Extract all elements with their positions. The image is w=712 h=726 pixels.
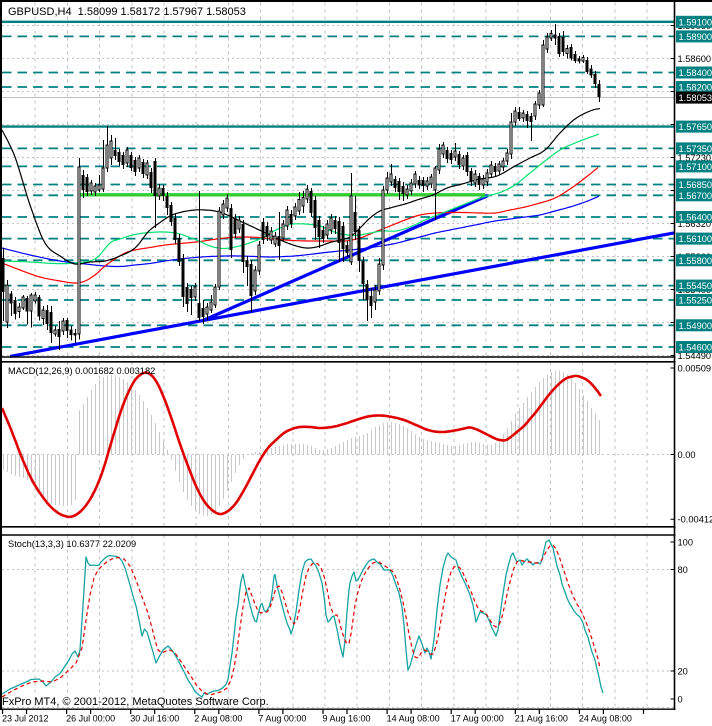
svg-text:1.56100: 1.56100 [679, 234, 712, 244]
svg-text:1.58053: 1.58053 [679, 93, 712, 103]
svg-text:-0.00412: -0.00412 [678, 515, 712, 525]
svg-text:1.55450: 1.55450 [679, 281, 712, 291]
svg-text:80: 80 [678, 565, 688, 575]
svg-text:FxPro MT4, © 2001-2012, MetaQu: FxPro MT4, © 2001-2012, MetaQuotes Softw… [2, 696, 269, 708]
svg-text:0.00509: 0.00509 [678, 363, 712, 373]
svg-text:1.58600: 1.58600 [678, 54, 712, 64]
svg-text:1.57230: 1.57230 [678, 153, 712, 163]
svg-text:7 Aug 00:00: 7 Aug 00:00 [258, 714, 306, 724]
svg-text:23 Jul 2012: 23 Jul 2012 [2, 714, 49, 724]
svg-text:0.00: 0.00 [678, 450, 696, 460]
svg-text:14 Aug 08:00: 14 Aug 08:00 [387, 714, 440, 724]
svg-text:1.58200: 1.58200 [679, 83, 712, 93]
svg-text:1.57650: 1.57650 [679, 122, 712, 132]
svg-text:1.55800: 1.55800 [679, 256, 712, 266]
svg-text:1.57350: 1.57350 [679, 144, 712, 154]
svg-text:100: 100 [678, 537, 694, 547]
svg-text:1.56400: 1.56400 [679, 213, 712, 223]
svg-text:1.56700: 1.56700 [679, 191, 712, 201]
svg-text:1.55250: 1.55250 [679, 296, 712, 306]
svg-text:1.54490: 1.54490 [678, 351, 712, 361]
svg-text:MACD(12,26,9) 0.001682 0.00318: MACD(12,26,9) 0.001682 0.003182 [8, 366, 155, 376]
svg-text:1.59100: 1.59100 [679, 17, 712, 27]
svg-text:1.56850: 1.56850 [679, 180, 712, 190]
svg-text:Stoch(13,3,3) 10.6377 22.0209: Stoch(13,3,3) 10.6377 22.0209 [8, 539, 136, 549]
svg-text:21 Aug 16:00: 21 Aug 16:00 [515, 714, 568, 724]
svg-text:24 Aug 08:00: 24 Aug 08:00 [579, 714, 632, 724]
svg-text:1.58400: 1.58400 [679, 68, 712, 78]
svg-text:1.54600: 1.54600 [679, 343, 712, 353]
svg-text:30 Jul 16:00: 30 Jul 16:00 [130, 714, 179, 724]
svg-text:0: 0 [678, 694, 683, 704]
svg-text:9 Aug 16:00: 9 Aug 16:00 [323, 714, 371, 724]
svg-text:17 Aug 00:00: 17 Aug 00:00 [451, 714, 504, 724]
svg-text:1.54900: 1.54900 [679, 321, 712, 331]
svg-text:2 Aug 08:00: 2 Aug 08:00 [194, 714, 242, 724]
svg-text:GBPUSD,H4 1.58099 1.58172 1.5: GBPUSD,H4 1.58099 1.58172 1.57967 1.5805… [8, 6, 246, 18]
svg-text:26 Jul 00:00: 26 Jul 00:00 [66, 714, 115, 724]
svg-text:1.56320: 1.56320 [678, 219, 712, 229]
svg-text:1.57100: 1.57100 [679, 162, 712, 172]
svg-text:1.58900: 1.58900 [679, 32, 712, 42]
svg-text:20: 20 [678, 666, 688, 676]
